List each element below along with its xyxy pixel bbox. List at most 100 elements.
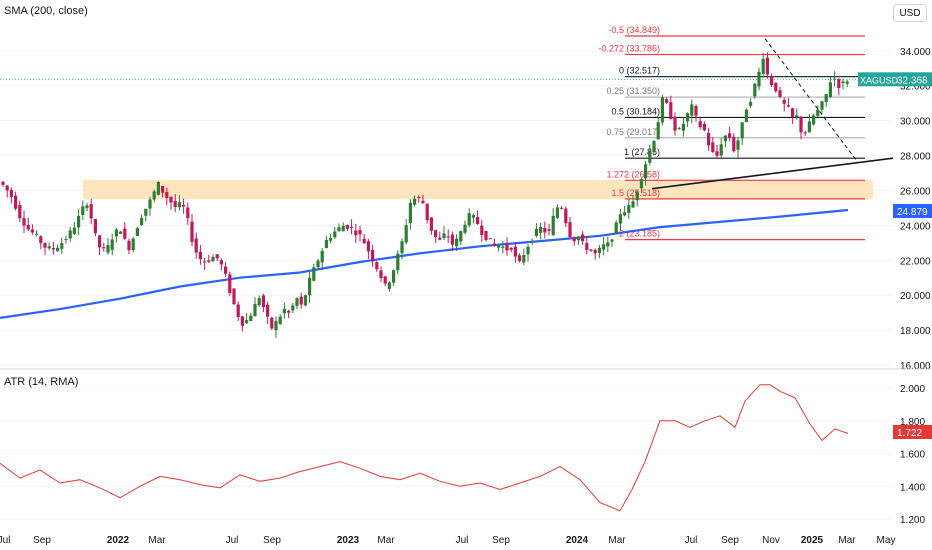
fib-label: 0.5 (30.184) xyxy=(611,106,660,116)
candle xyxy=(9,187,13,204)
atr-indicator-label[interactable]: ATR (14, RMA) xyxy=(4,376,78,388)
last-price-value: 32.368 xyxy=(897,75,928,86)
candle xyxy=(841,78,845,90)
candle xyxy=(522,248,526,266)
fib-levels: -0.5 (34.849) -0.272 (33.786) 0 (32.517) 0.… xyxy=(0,25,893,241)
candle xyxy=(702,121,706,132)
candle xyxy=(274,316,278,338)
candle xyxy=(72,221,76,235)
candle xyxy=(635,190,639,207)
price-tick-label: 20.000 xyxy=(900,291,931,302)
candle xyxy=(358,225,362,242)
fib-label: 1 (27.85) xyxy=(624,147,660,157)
price-tick-label: 24.000 xyxy=(900,221,931,232)
candle xyxy=(291,302,295,313)
candle xyxy=(156,181,160,196)
candle xyxy=(711,136,715,154)
candle xyxy=(539,222,543,240)
candle xyxy=(837,78,841,96)
candle xyxy=(593,248,597,260)
candle xyxy=(560,205,564,210)
candle xyxy=(379,266,383,283)
price-tick-label: 28.000 xyxy=(900,152,931,163)
candle xyxy=(585,235,589,255)
time-tick-label: Mar xyxy=(377,535,395,546)
candle xyxy=(707,127,711,151)
candle xyxy=(673,112,677,136)
time-tick-label: Mar xyxy=(608,535,626,546)
candle xyxy=(459,230,463,246)
candle xyxy=(261,293,265,313)
candle xyxy=(723,134,727,148)
candle xyxy=(408,199,412,230)
candle xyxy=(509,246,513,253)
atr-line xyxy=(0,384,849,512)
trend-line[interactable] xyxy=(651,157,894,190)
candle xyxy=(820,100,824,115)
price-axis[interactable]: 34.000 32.000 30.000 28.000 26.000 24.000 22.0… xyxy=(900,47,931,372)
atr-tick-label: 2.000 xyxy=(900,384,925,395)
candle xyxy=(618,209,622,231)
candle xyxy=(471,213,475,224)
candle xyxy=(110,233,114,256)
atr-axis[interactable]: 2.000 1.800 1.600 1.400 1.200 xyxy=(900,384,925,526)
candle xyxy=(669,95,673,120)
time-tick-label: Mar xyxy=(838,535,856,546)
candle xyxy=(165,187,169,206)
candle xyxy=(572,236,576,246)
candle xyxy=(597,245,601,259)
candle xyxy=(127,238,131,255)
time-tick-label: Jul xyxy=(456,535,469,546)
candle xyxy=(253,297,257,317)
atr-tick-label: 1.400 xyxy=(900,482,925,493)
candle xyxy=(761,52,765,78)
candle xyxy=(833,71,837,87)
candle xyxy=(236,301,240,321)
candle xyxy=(518,253,522,263)
candle xyxy=(455,234,459,251)
candle xyxy=(190,213,194,247)
candle xyxy=(354,223,358,244)
candle xyxy=(610,238,614,247)
candle xyxy=(60,237,64,254)
candle xyxy=(282,302,286,319)
currency-button[interactable]: USD xyxy=(893,4,927,22)
candle xyxy=(627,198,631,220)
candle xyxy=(446,229,450,243)
candle xyxy=(413,195,417,207)
price-tick-label: 16.000 xyxy=(900,361,931,372)
candle xyxy=(568,216,572,239)
candle xyxy=(778,86,782,99)
sma-line xyxy=(0,208,849,319)
candle xyxy=(148,196,152,216)
candle xyxy=(757,67,761,91)
candle xyxy=(345,224,349,232)
time-tick-label: 2024 xyxy=(566,535,589,546)
time-axis[interactable]: Jul Sep 2022 Mar Jul Sep 2023 Mar Jul Sep 2024 Mar J… xyxy=(0,535,895,546)
candle xyxy=(690,99,694,124)
price-tick-label: 30.000 xyxy=(900,117,931,128)
candles xyxy=(1,52,849,338)
candle xyxy=(350,219,354,235)
candle xyxy=(795,108,799,120)
candle xyxy=(791,107,795,124)
fib-label: 0.25 (31.350) xyxy=(606,86,660,96)
sma-indicator-label[interactable]: SMA (200, close) xyxy=(4,5,88,17)
candle xyxy=(383,275,387,287)
atr-value: 1.722 xyxy=(897,428,922,439)
sma-value-tag: 24.879 xyxy=(893,204,932,218)
candle xyxy=(114,227,118,243)
candle xyxy=(694,104,698,122)
candle xyxy=(543,221,547,239)
candle xyxy=(719,137,723,158)
candle xyxy=(488,238,492,240)
candle xyxy=(631,195,635,209)
candle xyxy=(173,193,177,213)
candle xyxy=(362,233,366,244)
candle xyxy=(400,238,404,260)
price-tick-label: 22.000 xyxy=(900,256,931,267)
candle xyxy=(501,241,505,254)
candle xyxy=(467,208,471,228)
dashed-trend-line[interactable] xyxy=(764,38,859,163)
